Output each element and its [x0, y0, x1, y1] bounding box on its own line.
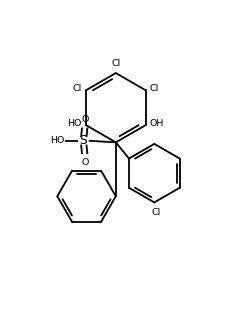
Text: S: S: [79, 134, 87, 147]
Text: HO: HO: [50, 136, 64, 145]
Text: OH: OH: [149, 119, 163, 128]
Text: Cl: Cl: [111, 59, 120, 68]
Text: HO: HO: [67, 119, 82, 128]
Text: Cl: Cl: [151, 208, 160, 217]
Text: Cl: Cl: [149, 84, 158, 92]
Text: O: O: [81, 158, 88, 167]
Text: O: O: [81, 115, 88, 124]
Text: Cl: Cl: [72, 84, 82, 92]
